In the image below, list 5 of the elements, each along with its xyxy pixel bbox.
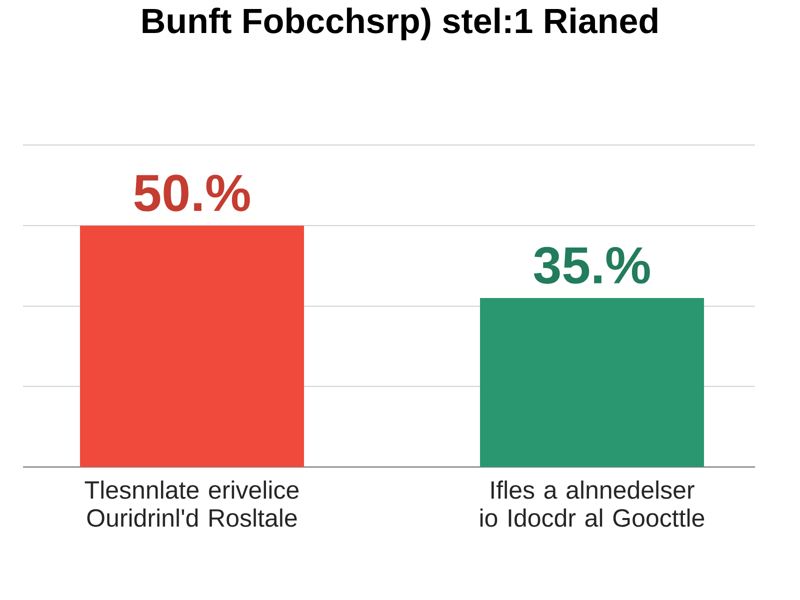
- chart-title: Bunft Fobcchsrp) stel:1 Rianed: [142, 8, 658, 40]
- data-label: 50.%: [134, 174, 250, 212]
- x-tick-label: Tlesnnlate erivelice Ouridrinl'd Rosltale: [84, 480, 299, 527]
- data-label: 35.%: [534, 246, 650, 284]
- x-tick-label: Ifles a alnnedelser io Idocdr al Goocttle: [480, 480, 704, 527]
